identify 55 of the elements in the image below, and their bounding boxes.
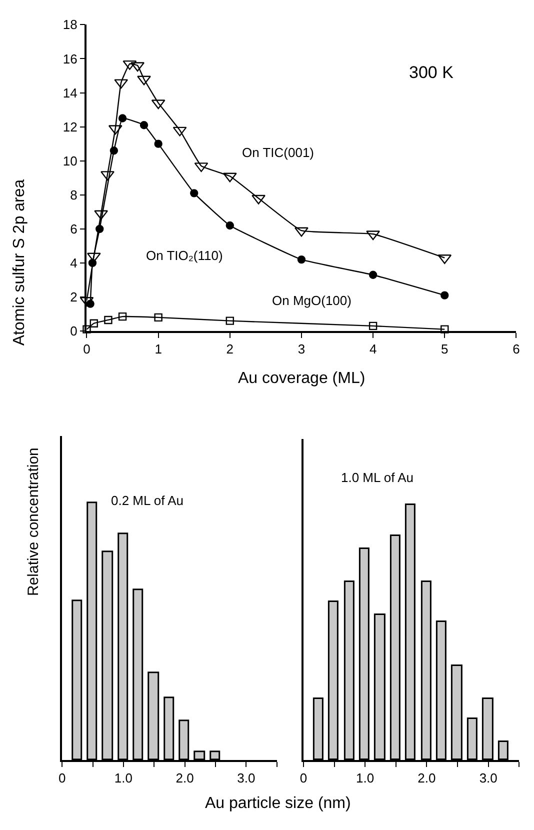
point	[366, 230, 380, 240]
point	[226, 316, 234, 325]
point	[368, 322, 378, 330]
point	[104, 316, 112, 324]
point	[368, 270, 378, 279]
y-tick-label: 10	[62, 153, 78, 168]
y-axis-title: Atomic sulfur S 2p area	[10, 179, 28, 346]
point	[118, 114, 127, 122]
point	[90, 319, 98, 328]
point	[226, 221, 234, 230]
x-tick-label: 2.0	[418, 770, 436, 786]
y-tick-label: 6	[70, 221, 78, 236]
series-label: On TIO₂(110)	[146, 248, 223, 263]
point	[154, 313, 162, 322]
text: 1.0 ML of Au	[341, 470, 414, 485]
x-tick-label: 4	[369, 341, 377, 356]
y-tick-label: 18	[62, 17, 78, 32]
point	[440, 291, 449, 300]
point	[440, 325, 449, 334]
annotation: 300 K	[409, 63, 454, 82]
x-axis-title: Au coverage (ML)	[238, 370, 366, 387]
point	[140, 120, 148, 130]
x-tick-label: 5	[441, 341, 448, 356]
y-tick-label: 4	[70, 256, 78, 271]
y-axis-title: Relative concentration	[24, 448, 42, 596]
x-tick-label: 1.0	[114, 770, 133, 786]
series-label: On TIC(001)	[242, 145, 314, 160]
y-tick-label: 16	[62, 51, 78, 66]
point	[118, 312, 127, 321]
x-tick-label: 2.0	[176, 770, 194, 786]
point	[137, 76, 151, 86]
y-tick-label: 8	[70, 187, 78, 202]
x-axis-title: Au particle size (nm)	[205, 795, 351, 812]
y-tick-label: 0	[70, 324, 78, 339]
x-tick-label: 6	[512, 341, 520, 356]
point	[100, 171, 114, 181]
x-tick-label: 3.0	[479, 770, 498, 786]
x-tick-label: 0	[83, 341, 90, 356]
x-tick-label: 2	[226, 341, 234, 356]
x-tick-label: 3.0	[237, 770, 256, 786]
x-tick-label: 3	[298, 341, 306, 356]
annotation: 0.2 ML of Au	[111, 493, 184, 508]
x-tick-label: 0	[300, 770, 308, 786]
x-tick-label: 1	[154, 341, 162, 356]
y-tick-label: 12	[62, 119, 78, 134]
series-label: On MgO(100)	[272, 293, 352, 308]
point	[297, 255, 306, 264]
point	[294, 227, 308, 237]
y-tick-label: 14	[62, 85, 78, 100]
point	[252, 194, 266, 204]
point	[154, 140, 162, 148]
x-tick-label: 1.0	[356, 770, 374, 786]
y-tick-label: 2	[70, 290, 78, 305]
point	[82, 325, 91, 334]
point	[190, 189, 198, 198]
